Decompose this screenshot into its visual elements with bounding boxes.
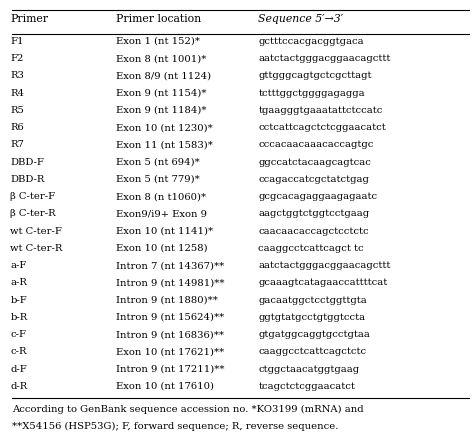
- Text: R6: R6: [10, 123, 24, 132]
- Text: Intron 9 (nt 15624)**: Intron 9 (nt 15624)**: [116, 313, 224, 322]
- Text: wt C-ter-F: wt C-ter-F: [10, 227, 62, 236]
- Text: DBD-F: DBD-F: [10, 158, 44, 167]
- Text: gcaaagtcatagaaccattttcat: gcaaagtcatagaaccattttcat: [258, 278, 388, 287]
- Text: gttgggcagtgctcgcttagt: gttgggcagtgctcgcttagt: [258, 72, 372, 80]
- Text: caaggcctcattcagctctc: caaggcctcattcagctctc: [258, 347, 366, 356]
- Text: gacaatggctcctggttgta: gacaatggctcctggttgta: [258, 296, 367, 305]
- Text: β C-ter-R: β C-ter-R: [10, 210, 56, 218]
- Text: Intron 7 (nt 14367)**: Intron 7 (nt 14367)**: [116, 261, 224, 270]
- Text: R3: R3: [10, 72, 24, 80]
- Text: R5: R5: [10, 106, 24, 115]
- Text: gtgatggcaggtgcctgtaa: gtgatggcaggtgcctgtaa: [258, 330, 370, 339]
- Text: cctcattcagctctcggaacatct: cctcattcagctctcggaacatct: [258, 123, 386, 132]
- Text: caaggcctcattcagct tc: caaggcctcattcagct tc: [258, 244, 364, 253]
- Text: Exon 8 (n t1060)*: Exon 8 (n t1060)*: [116, 192, 206, 201]
- Text: Exon9/i9+ Exon 9: Exon9/i9+ Exon 9: [116, 210, 207, 218]
- Text: d-F: d-F: [10, 365, 27, 373]
- Text: a-R: a-R: [10, 278, 27, 287]
- Text: Exon 10 (nt 1141)*: Exon 10 (nt 1141)*: [116, 227, 213, 236]
- Text: ggccatctacaagcagtcac: ggccatctacaagcagtcac: [258, 158, 371, 167]
- Text: wt C-ter-R: wt C-ter-R: [10, 244, 63, 253]
- Text: Exon 11 (nt 1583)*: Exon 11 (nt 1583)*: [116, 141, 213, 149]
- Text: caacaacaccagctcctctc: caacaacaccagctcctctc: [258, 227, 369, 236]
- Text: ccagaccatcgctatctgag: ccagaccatcgctatctgag: [258, 175, 369, 184]
- Text: c-R: c-R: [10, 347, 27, 356]
- Text: **X54156 (HSP53G); F, forward sequence; R, reverse sequence.: **X54156 (HSP53G); F, forward sequence; …: [12, 422, 338, 431]
- Text: tctttggctggggagagga: tctttggctggggagagga: [258, 89, 365, 98]
- Text: R4: R4: [10, 89, 25, 98]
- Text: Exon 10 (nt 17621)**: Exon 10 (nt 17621)**: [116, 347, 224, 356]
- Text: Intron 9 (nt 16836)**: Intron 9 (nt 16836)**: [116, 330, 224, 339]
- Text: Exon 8 (nt 1001)*: Exon 8 (nt 1001)*: [116, 54, 207, 63]
- Text: a-F: a-F: [10, 261, 27, 270]
- Text: b-F: b-F: [10, 296, 27, 305]
- Text: β C-ter-F: β C-ter-F: [10, 192, 55, 201]
- Text: Primer: Primer: [10, 14, 48, 24]
- Text: aatctactgggacggaacagcttt: aatctactgggacggaacagcttt: [258, 54, 391, 63]
- Text: aagctggtctggtcctgaag: aagctggtctggtcctgaag: [258, 210, 369, 218]
- Text: Exon 1 (nt 152)*: Exon 1 (nt 152)*: [116, 37, 200, 46]
- Text: b-R: b-R: [10, 313, 27, 322]
- Text: F1: F1: [10, 37, 24, 46]
- Text: d-R: d-R: [10, 382, 27, 391]
- Text: DBD-R: DBD-R: [10, 175, 45, 184]
- Text: Intron 9 (nt 1880)**: Intron 9 (nt 1880)**: [116, 296, 218, 305]
- Text: gctttccacgacggtgaca: gctttccacgacggtgaca: [258, 37, 364, 46]
- Text: According to GenBank sequence accession no. *KO3199 (mRNA) and: According to GenBank sequence accession …: [12, 405, 364, 414]
- Text: cccacaacaaacaccagtgc: cccacaacaaacaccagtgc: [258, 141, 374, 149]
- Text: Exon 10 (nt 1230)*: Exon 10 (nt 1230)*: [116, 123, 213, 132]
- Text: Exon 9 (nt 1154)*: Exon 9 (nt 1154)*: [116, 89, 207, 98]
- Text: Exon 8/9 (nt 1124): Exon 8/9 (nt 1124): [116, 72, 211, 80]
- Text: c-F: c-F: [10, 330, 27, 339]
- Text: Sequence 5′→3′: Sequence 5′→3′: [258, 14, 344, 24]
- Text: Intron 9 (nt 14981)**: Intron 9 (nt 14981)**: [116, 278, 225, 287]
- Text: tgaagggtgaaatattctccatc: tgaagggtgaaatattctccatc: [258, 106, 383, 115]
- Text: ctggctaacatggtgaag: ctggctaacatggtgaag: [258, 365, 359, 373]
- Text: Exon 5 (nt 694)*: Exon 5 (nt 694)*: [116, 158, 200, 167]
- Text: Primer location: Primer location: [116, 14, 201, 24]
- Text: aatctactgggacggaacagcttt: aatctactgggacggaacagcttt: [258, 261, 391, 270]
- Text: Intron 9 (nt 17211)**: Intron 9 (nt 17211)**: [116, 365, 225, 373]
- Text: tcagctctcggaacatct: tcagctctcggaacatct: [258, 382, 355, 391]
- Text: Exon 9 (nt 1184)*: Exon 9 (nt 1184)*: [116, 106, 207, 115]
- Text: Exon 10 (nt 17610): Exon 10 (nt 17610): [116, 382, 214, 391]
- Text: ggtgtatgcctgtggtccta: ggtgtatgcctgtggtccta: [258, 313, 365, 322]
- Text: F2: F2: [10, 54, 24, 63]
- Text: gcgcacagaggaagagaatc: gcgcacagaggaagagaatc: [258, 192, 377, 201]
- Text: Exon 5 (nt 779)*: Exon 5 (nt 779)*: [116, 175, 200, 184]
- Text: R7: R7: [10, 141, 24, 149]
- Text: Exon 10 (nt 1258): Exon 10 (nt 1258): [116, 244, 208, 253]
